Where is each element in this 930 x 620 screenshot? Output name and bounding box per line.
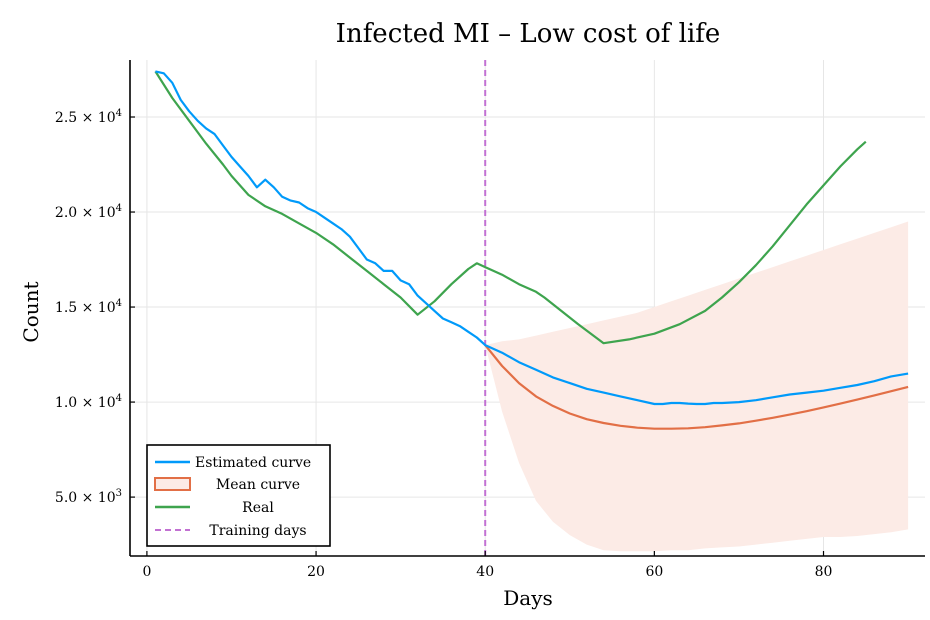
plot-area [154, 60, 909, 556]
y-tick-label-1: 1.0 × 104 [55, 393, 122, 411]
x-tick-label-1: 20 [307, 564, 325, 580]
y-tick-label-2: 1.5 × 104 [55, 298, 122, 316]
series-real-line [154, 70, 867, 345]
y-axis-label: Count [19, 281, 43, 342]
x-tick-label-4: 80 [815, 564, 833, 580]
series-mean-curve-line [484, 344, 909, 430]
y-tick-label-3: 2.0 × 104 [55, 203, 122, 221]
mean-curve-band [485, 221, 909, 552]
y-tick-label-4: 2.5 × 104 [55, 108, 122, 126]
chart-title: Infected MI – Low cost of life [336, 19, 721, 49]
legend-label-mean: Mean curve [216, 477, 300, 493]
legend-label-estimated: Estimated curve [195, 455, 311, 471]
y-tick-label-0: 5.0 × 103 [55, 488, 122, 506]
x-axis-label: Days [503, 586, 553, 610]
x-tick-label-3: 60 [645, 564, 663, 580]
x-tick-label-2: 40 [476, 564, 494, 580]
legend-label-training: Training days [209, 523, 306, 539]
series-estimated-curve-line [155, 70, 909, 406]
legend: Estimated curve Mean curve Real Training… [146, 444, 331, 547]
axes: 0 20 40 60 80 5.0 × 103 1.0 × 104 1.5 × 104 2.0 … [55, 60, 925, 580]
legend-label-real: Real [242, 500, 274, 516]
x-tick-label-0: 0 [142, 564, 151, 580]
legend-swatch-mean [154, 477, 191, 491]
